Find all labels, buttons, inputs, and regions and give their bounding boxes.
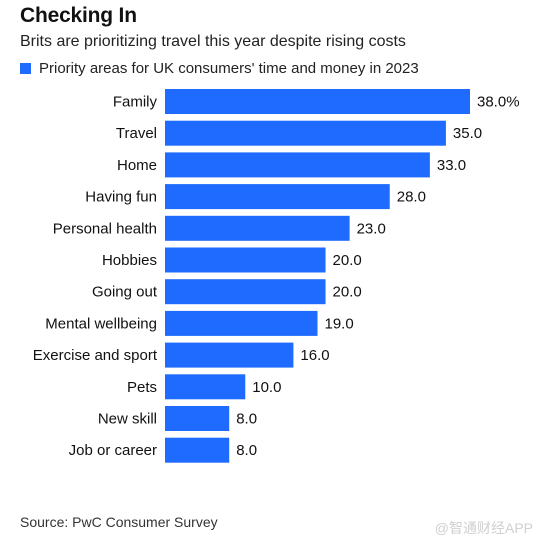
category-label: Home <box>117 157 157 174</box>
category-label: Hobbies <box>102 252 157 269</box>
source-note: Source: PwC Consumer Survey <box>20 514 218 530</box>
chart-title: Checking In <box>20 4 137 27</box>
value-label: 16.0 <box>300 347 329 364</box>
category-label: Pets <box>127 379 157 396</box>
value-label: 8.0 <box>236 442 257 459</box>
legend-label: Priority areas for UK consumers' time an… <box>39 60 419 77</box>
legend: Priority areas for UK consumers' time an… <box>20 60 419 77</box>
bar-home <box>165 152 430 178</box>
bar-job-or-career <box>165 437 230 463</box>
category-label: Mental wellbeing <box>45 315 157 332</box>
bar-exercise-and-sport <box>165 342 294 368</box>
bar-new-skill <box>165 406 230 431</box>
category-label: Job or career <box>69 442 157 459</box>
category-label: Personal health <box>53 220 157 237</box>
legend-swatch <box>20 63 31 74</box>
category-label: Family <box>113 94 158 111</box>
bar-travel <box>165 120 446 146</box>
value-label: 28.0 <box>397 189 426 206</box>
value-label: 10.0 <box>252 379 281 396</box>
value-label: 8.0 <box>236 411 257 428</box>
value-label: 20.0 <box>333 284 362 301</box>
bar-family <box>165 89 470 114</box>
bar-pets <box>165 374 246 400</box>
bar-going-out <box>165 279 326 305</box>
watermark: @智通财经APP <box>434 520 533 536</box>
category-label: Going out <box>92 284 158 301</box>
category-label: Travel <box>116 125 157 142</box>
bar-having-fun <box>165 184 390 210</box>
category-label: Having fun <box>85 189 157 206</box>
value-label: 33.0 <box>437 157 466 174</box>
value-label: 35.0 <box>453 125 482 142</box>
category-label: New skill <box>98 411 157 428</box>
category-label: Exercise and sport <box>33 347 158 364</box>
bar-hobbies <box>165 247 326 273</box>
value-label: 38.0% <box>477 94 520 111</box>
value-label: 20.0 <box>333 252 362 269</box>
value-label: 19.0 <box>325 315 354 332</box>
value-label: 23.0 <box>357 220 386 237</box>
bar-mental-wellbeing <box>165 310 318 336</box>
bar-personal-health <box>165 215 350 241</box>
chart-subtitle: Brits are prioritizing travel this year … <box>20 33 406 50</box>
